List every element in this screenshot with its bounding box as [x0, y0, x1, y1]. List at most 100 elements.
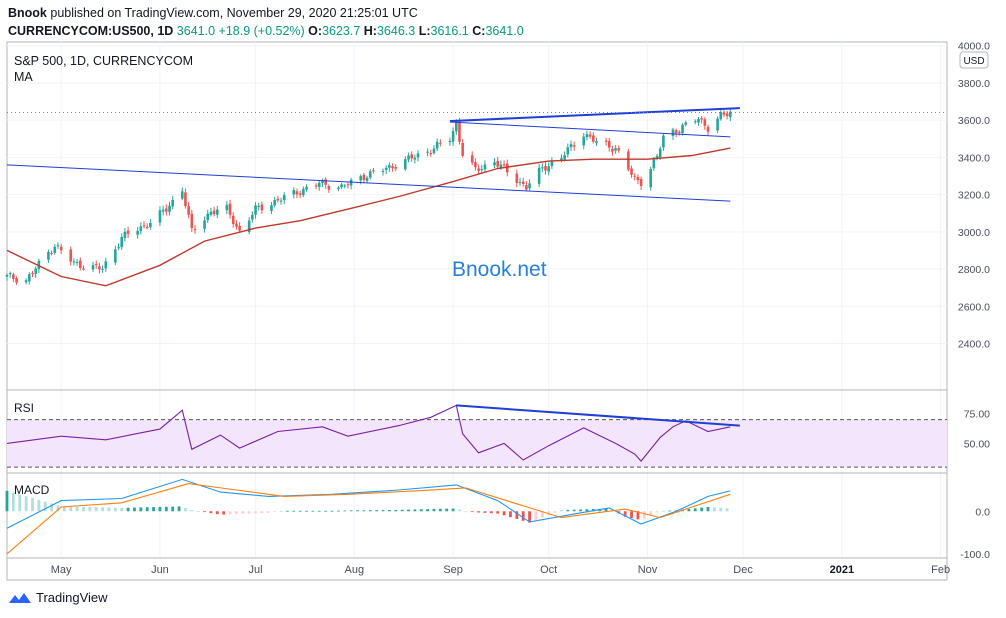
candle-body [470, 155, 474, 163]
price-tick-label: 2400.0 [958, 338, 990, 350]
macd-histogram-bar [464, 511, 468, 513]
ma-line [6, 147, 731, 287]
price-change: +18.9 (+0.52%) [218, 24, 305, 38]
macd-histogram-bar [11, 492, 15, 512]
candle-body [477, 168, 480, 171]
macd-histogram-bar [126, 507, 130, 512]
candle-body [617, 148, 621, 151]
macd-label[interactable]: MACD [14, 483, 50, 497]
candle-body [435, 141, 439, 149]
candle-body [611, 148, 614, 152]
candle-body [569, 144, 573, 148]
candle-body [678, 131, 681, 133]
price-tick-label: 3000.0 [958, 227, 990, 239]
macd-histogram-bar [107, 507, 111, 512]
time-axis[interactable]: May Jun Jul Aug Sep Oct Nov Dec 2021 Feb [51, 564, 950, 576]
candle-body [257, 205, 261, 207]
candle-body [416, 153, 420, 158]
candle-body [563, 155, 566, 160]
macd-histogram-bar [413, 509, 417, 512]
candle-body [515, 173, 519, 183]
candle-body [550, 161, 554, 167]
macd-histogram-bar [419, 509, 423, 512]
candle-body [541, 167, 544, 169]
footer-brand[interactable]: TradingView [36, 590, 108, 605]
candle-body [343, 185, 347, 187]
rsi-label[interactable]: RSI [14, 401, 34, 415]
price-axis[interactable]: 4000.0 3800.0 3600.0 3400.0 3200.0 3000.0 2800… [958, 41, 990, 561]
candle-body [136, 230, 139, 235]
candle-body [295, 191, 299, 195]
publish-line: Bnook published on TradingView.com, Nove… [8, 4, 998, 22]
close-value: 3641.0 [485, 24, 524, 38]
candle-body [604, 140, 608, 142]
macd-histogram-bar [553, 511, 557, 513]
candle-body [101, 268, 104, 270]
candle-body [368, 171, 372, 178]
candle-body [729, 111, 732, 118]
close-label: C: [472, 24, 486, 38]
macd-histogram-bar [356, 510, 359, 512]
symbol-line: CURRENCYCOM:US500, 1D 3641.0 +18.9 (+0.5… [8, 22, 998, 40]
macd-histogram-bar [209, 511, 213, 514]
macd-histogram-bar [203, 511, 206, 513]
candle-body [193, 229, 197, 231]
macd-histogram-bar [158, 506, 162, 512]
candle-body [572, 145, 576, 147]
macd-histogram-bar [62, 506, 66, 512]
watermark: Bnook.net [452, 258, 547, 281]
macd-histogram-bar [693, 508, 697, 512]
candle-body [50, 253, 53, 255]
candle-body [279, 200, 283, 202]
macd-histogram-bar [483, 511, 487, 513]
high-value: 3646.3 [376, 24, 416, 38]
candle-body [432, 148, 436, 154]
candle-body [407, 155, 410, 160]
candle-body [391, 166, 394, 169]
candle-body [547, 166, 550, 172]
macd-histogram-bar [69, 506, 73, 512]
macd-histogram-bar [349, 510, 353, 512]
candle-body [630, 168, 633, 175]
macd-histogram-bar [400, 509, 404, 512]
macd-histogram-bar [196, 511, 200, 512]
currency-label: USD [963, 56, 984, 67]
upper-trendline [449, 107, 740, 123]
price-tick-label: 4000.0 [958, 41, 990, 53]
candle-body [117, 247, 120, 249]
macd-histogram-bar [445, 508, 449, 512]
macd-histogram-bar [254, 511, 257, 514]
candle-body [706, 126, 710, 132]
candle-body [595, 141, 598, 143]
candle-body [518, 181, 522, 183]
symbol-name[interactable]: CURRENCYCOM:US500, 1D [8, 24, 174, 38]
macd-histogram-bar [579, 509, 582, 512]
candle-body [123, 231, 127, 238]
main-pane-title: S&P 500, 1D, CURRENCYCOM [14, 54, 193, 68]
candle-body [381, 170, 385, 173]
rsi-lines [6, 404, 740, 462]
macd-histogram-bar [451, 508, 455, 512]
rsi-tick-label: 75.00 [964, 409, 990, 421]
candle-body [168, 205, 171, 212]
publisher-name[interactable]: Bnook [8, 6, 47, 20]
time-tick-label: Sep [443, 564, 463, 576]
macd-histogram-bar [528, 511, 531, 523]
macd-histogram-bar [184, 507, 187, 512]
ma-indicator-label[interactable]: MA [14, 70, 33, 84]
rsi-line [6, 404, 731, 462]
rsi-trendline [456, 404, 740, 427]
macd-histogram-bar [88, 506, 92, 512]
candle-body [75, 261, 79, 263]
macd-histogram-bar [43, 501, 47, 512]
macd-histogram-bar [655, 511, 659, 513]
price-tick-label: 3200.0 [958, 190, 990, 202]
candle-body [582, 136, 586, 146]
time-tick-label: 2021 [830, 564, 854, 576]
candle-body [225, 204, 229, 211]
candle-body [47, 251, 50, 260]
currency-badge[interactable] [959, 51, 989, 69]
macd-histogram-bar [311, 510, 315, 512]
candle-body [359, 176, 362, 181]
